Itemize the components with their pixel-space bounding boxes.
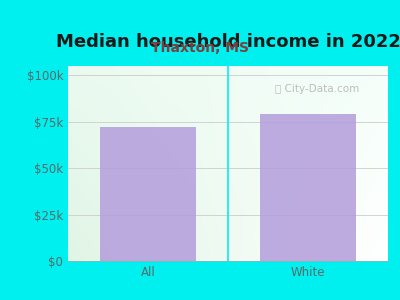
Bar [100, 127, 196, 261]
Bar [260, 114, 356, 261]
Text: ⓘ City-Data.com: ⓘ City-Data.com [276, 84, 360, 94]
Title: Median household income in 2022: Median household income in 2022 [56, 33, 400, 51]
Text: Thaxton, MS: Thaxton, MS [151, 40, 249, 55]
